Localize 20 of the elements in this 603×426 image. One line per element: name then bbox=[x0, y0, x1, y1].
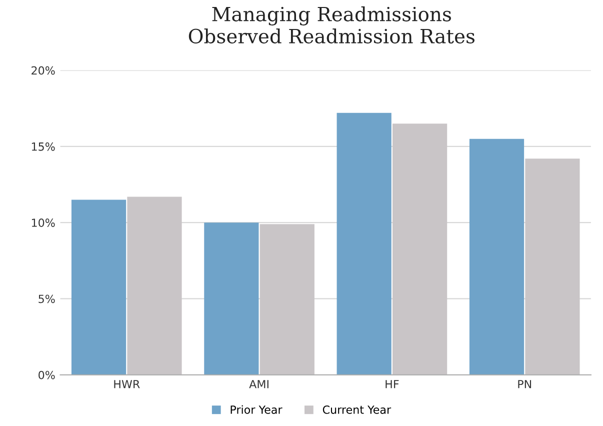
bar bbox=[127, 196, 182, 375]
bar bbox=[336, 112, 392, 375]
y-tick-label: 0% bbox=[38, 370, 55, 380]
y-tick-label: 5% bbox=[38, 294, 55, 304]
x-tick-label: AMI bbox=[249, 380, 268, 388]
legend-label: Prior Year bbox=[230, 405, 282, 414]
bar bbox=[525, 158, 580, 375]
bar bbox=[260, 224, 314, 375]
y-tick-label: 20% bbox=[32, 66, 55, 75]
chart-title: Managing Readmissions Observed Readmission Rates bbox=[188, 6, 474, 44]
x-tick-label: PN bbox=[518, 380, 532, 388]
y-tick-label: 10% bbox=[32, 218, 55, 227]
x-tick-label: HF bbox=[386, 380, 399, 388]
legend-label: Current Year bbox=[322, 405, 392, 414]
bar bbox=[204, 222, 259, 375]
bar bbox=[392, 124, 448, 375]
bar bbox=[71, 200, 126, 375]
y-tick-label: 15% bbox=[32, 142, 55, 151]
x-tick-label: HWR bbox=[114, 380, 140, 388]
bar bbox=[469, 138, 524, 375]
